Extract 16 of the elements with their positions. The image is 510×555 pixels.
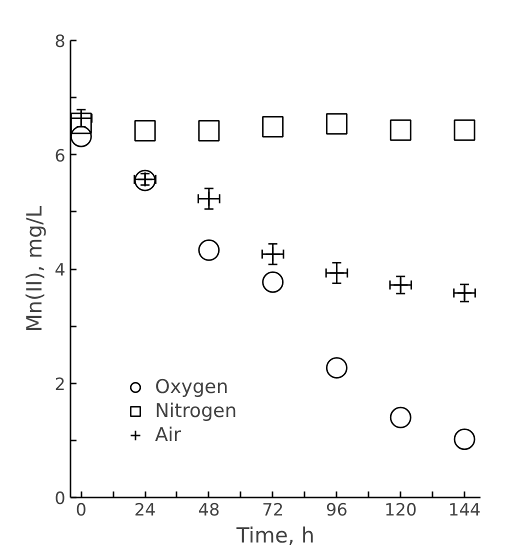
x-tick-label: 120 [384,500,417,520]
y-tick-label: 4 [54,260,66,280]
x-axis-title: Time, h [235,524,315,548]
x-tick-label: 48 [198,500,220,520]
legend-label: Air [155,424,182,446]
y-tick-label: 2 [54,374,66,395]
x-tick-label: 144 [448,500,481,520]
x-tick-label: 0 [76,500,87,520]
y-tick-label: 6 [54,146,66,166]
y-tick-label: 8 [54,32,66,52]
x-tick-label: 72 [262,500,284,520]
y-axis-title: Mn(II), mg/L [22,206,47,332]
x-tick-label: 96 [326,500,348,520]
legend-label: Oxygen [155,376,228,398]
legend-label: Nitrogen [155,400,237,422]
x-tick-label: 24 [134,500,156,520]
